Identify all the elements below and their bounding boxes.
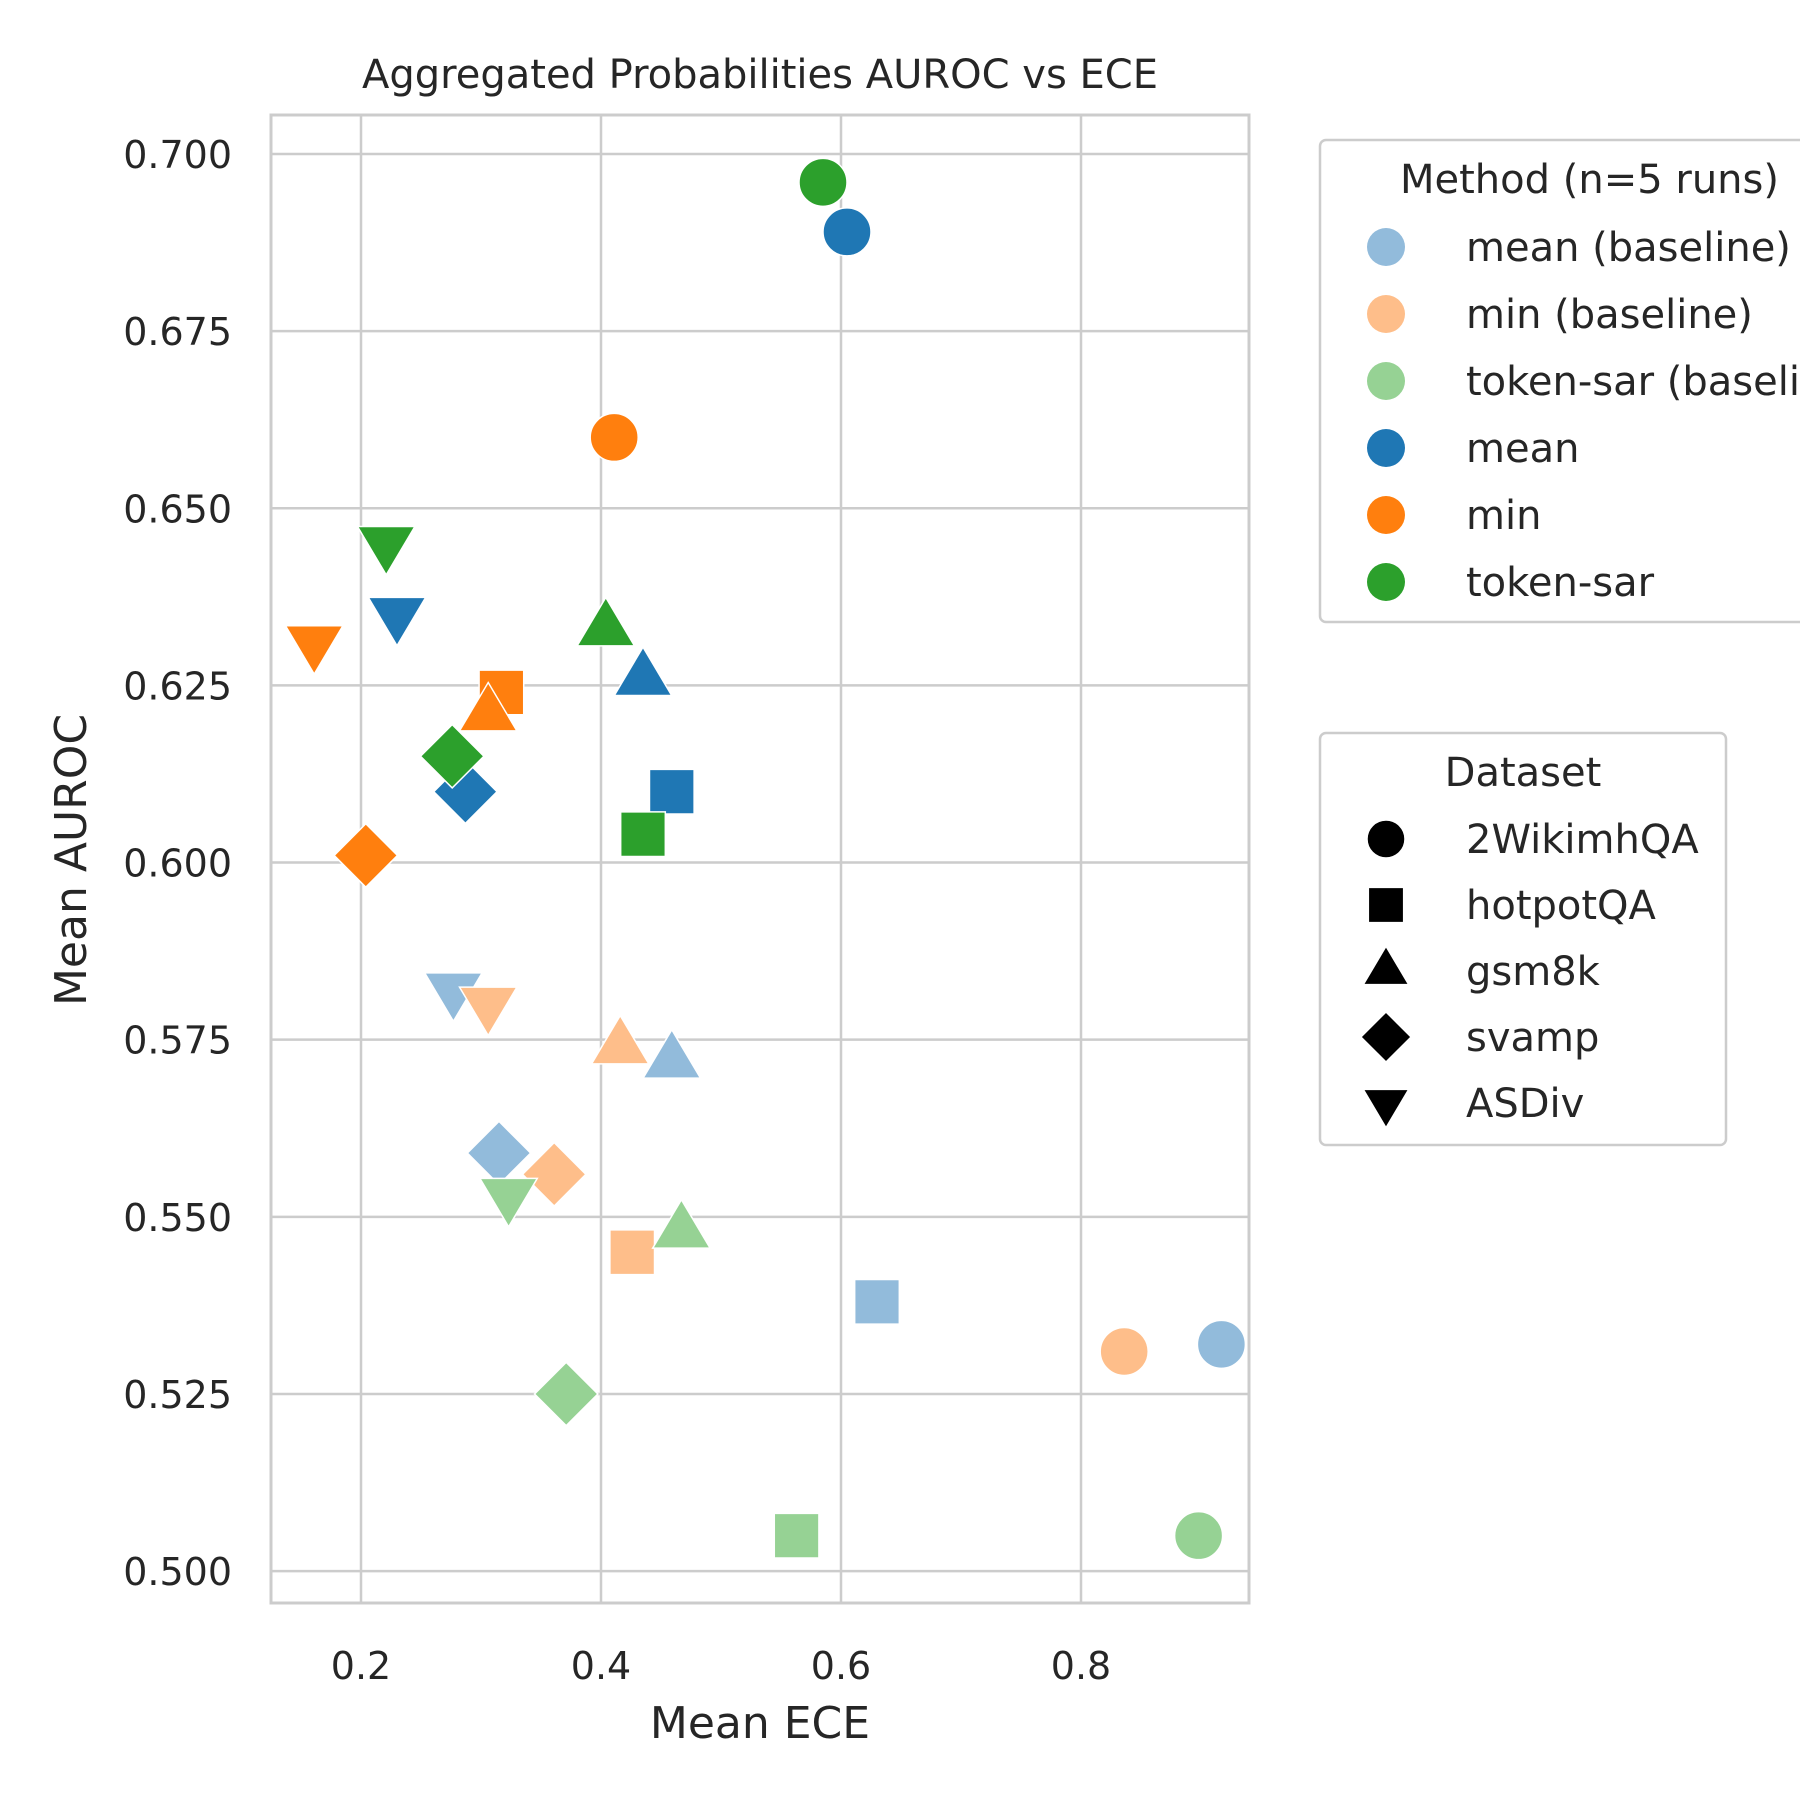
y-tick-label: 0.600 xyxy=(123,842,232,886)
marker-min-baseline-hotpotqa xyxy=(609,1229,656,1276)
dataset-legend: Dataset 2WikimhQA hotpotQA gsm8k svamp ASDiv xyxy=(1318,731,1728,1147)
dataset-legend-marker-svamp xyxy=(1359,1010,1413,1064)
dataset-legend-marker-hotpotqa xyxy=(1367,886,1405,924)
method-legend-swatch-min-baseline xyxy=(1367,295,1405,333)
marker-mean-baseline-hotpotqa xyxy=(853,1278,901,1325)
marker-mean-asdiv xyxy=(366,596,428,648)
marker-mean-hotpotqa xyxy=(648,768,695,815)
method-legend-label: mean (baseline) xyxy=(1466,225,1791,271)
method-legend-frame xyxy=(1318,138,1800,624)
method-legend-swatch-mean xyxy=(1367,429,1405,467)
y-tick-label: 0.500 xyxy=(123,1550,232,1594)
dataset-legend-marker-2wikimhqa xyxy=(1366,819,1406,859)
dataset-legend-label: svamp xyxy=(1466,1015,1599,1061)
marker-mean-baseline-gsm8k xyxy=(641,1028,702,1079)
y-axis-label: Mean AUROC xyxy=(46,714,97,1006)
marker-mean-2wikimhqa xyxy=(822,207,872,257)
marker-token-sar-hotpotqa xyxy=(619,811,667,858)
plot-area-frame xyxy=(269,113,1251,1605)
marker-token-sar-baseline-hotpotqa xyxy=(773,1512,820,1559)
y-tick-label: 0.675 xyxy=(123,310,232,354)
method-legend-label: mean xyxy=(1466,426,1579,472)
method-legend-swatch-mean-baseline xyxy=(1367,228,1405,266)
marker-token-sar-baseline-gsm8k xyxy=(651,1198,712,1249)
dataset-legend-label: ASDiv xyxy=(1466,1081,1584,1127)
x-tick-label: 0.4 xyxy=(571,1644,631,1688)
marker-token-sar-baseline-asdiv xyxy=(478,1177,539,1229)
marker-min-2wikimhqa xyxy=(589,412,639,463)
method-legend-swatch-token-sar xyxy=(1367,563,1405,601)
method-legend-swatch-min xyxy=(1367,496,1405,534)
marker-min-baseline-svamp xyxy=(521,1141,587,1208)
x-tick-label: 0.8 xyxy=(1051,1644,1111,1688)
method-legend-label: min xyxy=(1466,493,1541,539)
x-tick-label: 0.6 xyxy=(811,1644,871,1688)
marker-token-sar-asdiv xyxy=(356,525,417,577)
marker-mean-svamp xyxy=(432,758,499,825)
y-tick-label: 0.575 xyxy=(123,1019,232,1063)
y-tick-label: 0.625 xyxy=(123,664,232,708)
method-legend: Method (n=5 runs) mean (baseline) min (ba… xyxy=(1318,138,1800,624)
dataset-legend-label: hotpotQA xyxy=(1466,883,1657,929)
x-axis-label: Mean ECE xyxy=(650,1698,870,1749)
method-legend-label: min (baseline) xyxy=(1466,292,1753,338)
x-axis-ticks: 0.2 0.4 0.6 0.8 xyxy=(331,1644,1111,1688)
data-markers xyxy=(284,157,1247,1561)
x-tick-label: 0.2 xyxy=(331,1644,391,1688)
y-tick-label: 0.525 xyxy=(123,1373,232,1417)
marker-token-sar-2wikimhqa xyxy=(798,157,848,208)
marker-min-baseline-2wikimhqa xyxy=(1099,1326,1149,1377)
method-legend-label: token-sar (baseline) xyxy=(1466,359,1800,405)
marker-min-svamp xyxy=(333,822,399,889)
marker-mean-gsm8k xyxy=(612,645,674,697)
y-tick-label: 0.650 xyxy=(123,487,232,531)
y-tick-label: 0.700 xyxy=(123,133,232,177)
chart-title: Aggregated Probabilities AUROC vs ECE xyxy=(362,52,1158,98)
dataset-legend-marker-asdiv xyxy=(1361,1088,1411,1130)
dataset-legend-title: Dataset xyxy=(1445,750,1602,796)
marker-token-sar-gsm8k xyxy=(575,596,636,647)
method-legend-entries: mean (baseline) min (baseline) token-sar (… xyxy=(1367,225,1800,606)
dataset-legend-label: 2WikimhQA xyxy=(1466,817,1699,863)
marker-mean-baseline-svamp xyxy=(466,1120,532,1186)
y-tick-label: 0.550 xyxy=(123,1196,232,1240)
marker-min-baseline-asdiv xyxy=(458,986,519,1037)
marker-token-sar-baseline-2wikimhqa xyxy=(1173,1510,1224,1561)
marker-mean-baseline-2wikimhqa xyxy=(1196,1319,1247,1370)
dataset-legend-entries: 2WikimhQA hotpotQA gsm8k svamp ASDiv xyxy=(1359,817,1699,1130)
method-legend-swatch-token-sar-baseline xyxy=(1367,362,1405,400)
marker-min-baseline-gsm8k xyxy=(590,1014,651,1065)
marker-token-sar-svamp xyxy=(419,723,485,789)
marker-token-sar-baseline-svamp xyxy=(533,1361,599,1427)
dataset-legend-marker-gsm8k xyxy=(1361,944,1411,986)
y-axis-ticks: 0.500 0.525 0.550 0.575 0.600 0.625 0.650 0.675… xyxy=(123,133,232,1594)
marker-min-asdiv xyxy=(284,624,345,676)
dataset-legend-label: gsm8k xyxy=(1466,949,1601,995)
plot-grid xyxy=(271,115,1249,1603)
method-legend-label: token-sar xyxy=(1466,560,1655,606)
dataset-legend-frame xyxy=(1318,731,1728,1147)
method-legend-title: Method (n=5 runs) xyxy=(1400,157,1779,203)
marker-min-gsm8k xyxy=(458,681,519,732)
